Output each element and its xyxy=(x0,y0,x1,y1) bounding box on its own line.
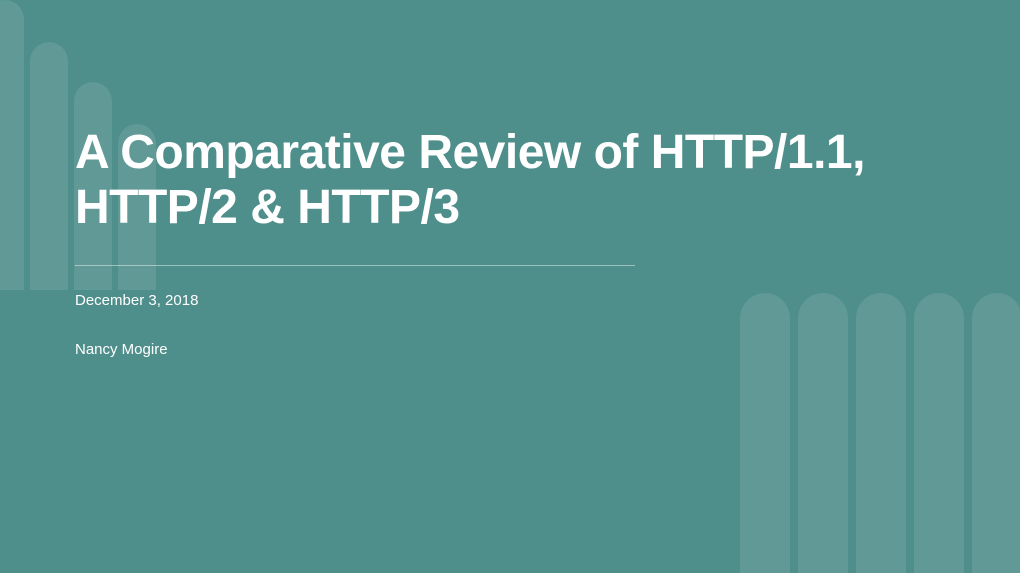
decoration-pill xyxy=(914,293,964,573)
slide-author: Nancy Mogire xyxy=(75,341,900,358)
decoration-pill xyxy=(0,0,24,290)
decoration-pill xyxy=(30,42,68,290)
slide-date: December 3, 2018 xyxy=(75,292,900,309)
slide-title: A Comparative Review of HTTP/1.1, HTTP/2… xyxy=(75,125,900,235)
title-divider xyxy=(75,265,635,266)
decoration-pill xyxy=(972,293,1020,573)
title-slide: A Comparative Review of HTTP/1.1, HTTP/2… xyxy=(0,0,1020,573)
slide-content: A Comparative Review of HTTP/1.1, HTTP/2… xyxy=(75,125,900,358)
